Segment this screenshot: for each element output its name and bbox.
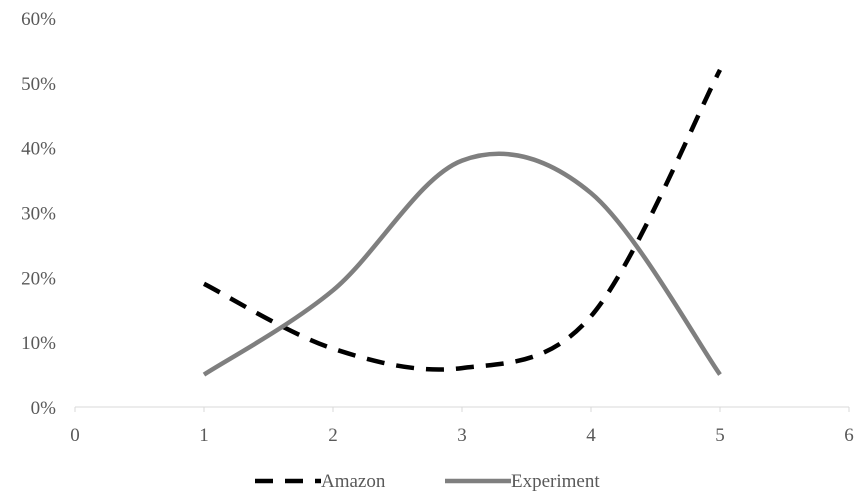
x-tick-label: 3 — [457, 425, 467, 446]
y-tick-label: 60% — [21, 9, 56, 30]
y-tick-label: 40% — [21, 139, 56, 160]
y-tick-label: 10% — [21, 333, 56, 354]
y-tick-label: 30% — [21, 204, 56, 225]
series-line-amazon — [202, 68, 722, 372]
x-tick-label: 0 — [70, 425, 80, 446]
x-tick-label: 2 — [328, 425, 338, 446]
axis-layer: 0 1 2 3 4 5 60%10%20%30%40%50%60% — [21, 9, 854, 446]
series-layer — [202, 68, 722, 377]
y-tick-label: 20% — [21, 268, 56, 289]
legend-label-amazon: Amazon — [321, 471, 386, 492]
x-tick-label: 5 — [715, 425, 725, 446]
legend-label-experiment: Experiment — [511, 471, 600, 492]
x-tick-label: 6 — [844, 425, 854, 446]
legend: Amazon Experiment — [255, 471, 600, 492]
series-line-experiment — [202, 151, 722, 377]
y-tick-label: 50% — [21, 74, 56, 95]
x-tick-label: 1 — [199, 425, 209, 446]
y-tick-label: 0% — [31, 398, 57, 419]
x-tick-label: 4 — [586, 425, 596, 446]
